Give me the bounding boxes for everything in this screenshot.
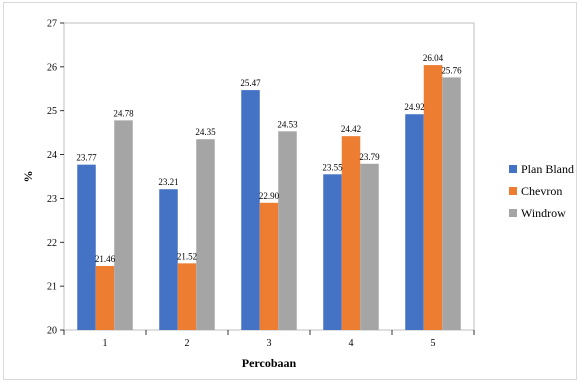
y-axis-title: %	[21, 171, 35, 183]
data-label: 24.92	[404, 102, 424, 112]
legend-swatch	[509, 209, 517, 217]
y-tick-label: 21	[47, 282, 57, 293]
y-axis-ticks: 20 21 22 23 24 25 26 27	[47, 19, 64, 337]
y-tick-label: 24	[47, 150, 57, 161]
legend-label: Chevron	[521, 184, 562, 198]
legend-label: Windrow	[521, 206, 566, 220]
data-label: 23.79	[359, 152, 380, 162]
data-label: 24.53	[277, 119, 298, 129]
bar-plan-bland	[405, 114, 424, 330]
y-tick-label: 27	[47, 19, 57, 30]
bar-chevron	[259, 202, 279, 330]
y-tick-label: 20	[47, 326, 57, 337]
data-label: 25.47	[240, 78, 261, 88]
data-label: 23.55	[322, 162, 343, 172]
x-tick-label: 3	[267, 338, 272, 349]
data-label: 22.90	[259, 191, 280, 201]
legend-swatch	[509, 187, 517, 195]
x-tick-label: 1	[103, 338, 108, 349]
x-tick-label: 2	[185, 338, 190, 349]
legend-label: Plan Bland	[521, 162, 574, 176]
legend: Plan Bland Chevron Windrow	[509, 162, 574, 220]
bar-plan-bland	[241, 90, 260, 330]
data-label: 25.76	[441, 65, 462, 75]
bar-plan-bland	[159, 189, 178, 330]
bar-windrow	[196, 139, 215, 330]
x-axis-ticks: 1 2 3 4 5	[63, 330, 475, 349]
bar-chevron	[423, 65, 443, 331]
bar-plan-bland	[323, 174, 342, 330]
data-label: 21.46	[95, 254, 116, 264]
bar-chevron	[95, 265, 115, 330]
y-tick-label: 22	[47, 238, 57, 249]
legend-swatch	[509, 165, 517, 173]
bar-chevron	[341, 136, 361, 330]
data-label: 24.35	[195, 127, 216, 137]
bars	[77, 65, 461, 331]
y-tick-label: 25	[47, 106, 57, 117]
x-axis-title: Percobaan	[242, 356, 297, 370]
bar-windrow	[442, 77, 461, 330]
bar-plan-bland	[77, 164, 96, 330]
data-label: 24.78	[113, 108, 134, 118]
x-tick-label: 5	[431, 338, 436, 349]
data-labels: 23.77 21.46 24.78 23.21 21.52 24.35 25.47 22.90…	[76, 53, 462, 264]
data-label: 23.21	[158, 177, 178, 187]
data-label: 24.42	[341, 124, 361, 134]
y-tick-label: 23	[47, 194, 57, 205]
x-tick-label: 4	[349, 338, 354, 349]
bar-windrow	[278, 131, 297, 330]
y-tick-label: 26	[47, 62, 57, 73]
data-label: 26.04	[423, 53, 444, 63]
bar-chevron	[177, 263, 197, 330]
data-label: 23.77	[76, 153, 97, 163]
bar-windrow	[114, 120, 133, 330]
bar-windrow	[360, 163, 379, 330]
data-label: 21.52	[177, 251, 197, 261]
